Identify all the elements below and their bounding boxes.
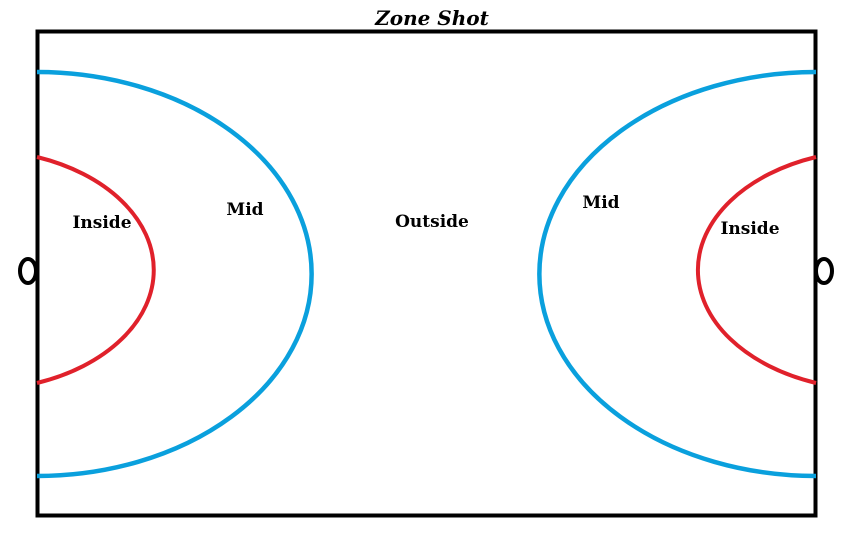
left-mid-label: Mid xyxy=(226,200,263,220)
right-goal xyxy=(814,257,834,285)
outside-label: Outside xyxy=(395,212,469,232)
right-mid-arc xyxy=(537,69,817,479)
left-goal xyxy=(18,257,38,285)
right-inside-arc xyxy=(695,155,817,385)
right-mid-label: Mid xyxy=(582,193,619,213)
left-mid-arc xyxy=(36,69,314,479)
diagram-title: Zone Shot xyxy=(374,6,489,30)
left-inside-arc xyxy=(36,155,156,385)
left-inside-label: Inside xyxy=(72,213,131,233)
right-inside-label: Inside xyxy=(720,219,779,239)
